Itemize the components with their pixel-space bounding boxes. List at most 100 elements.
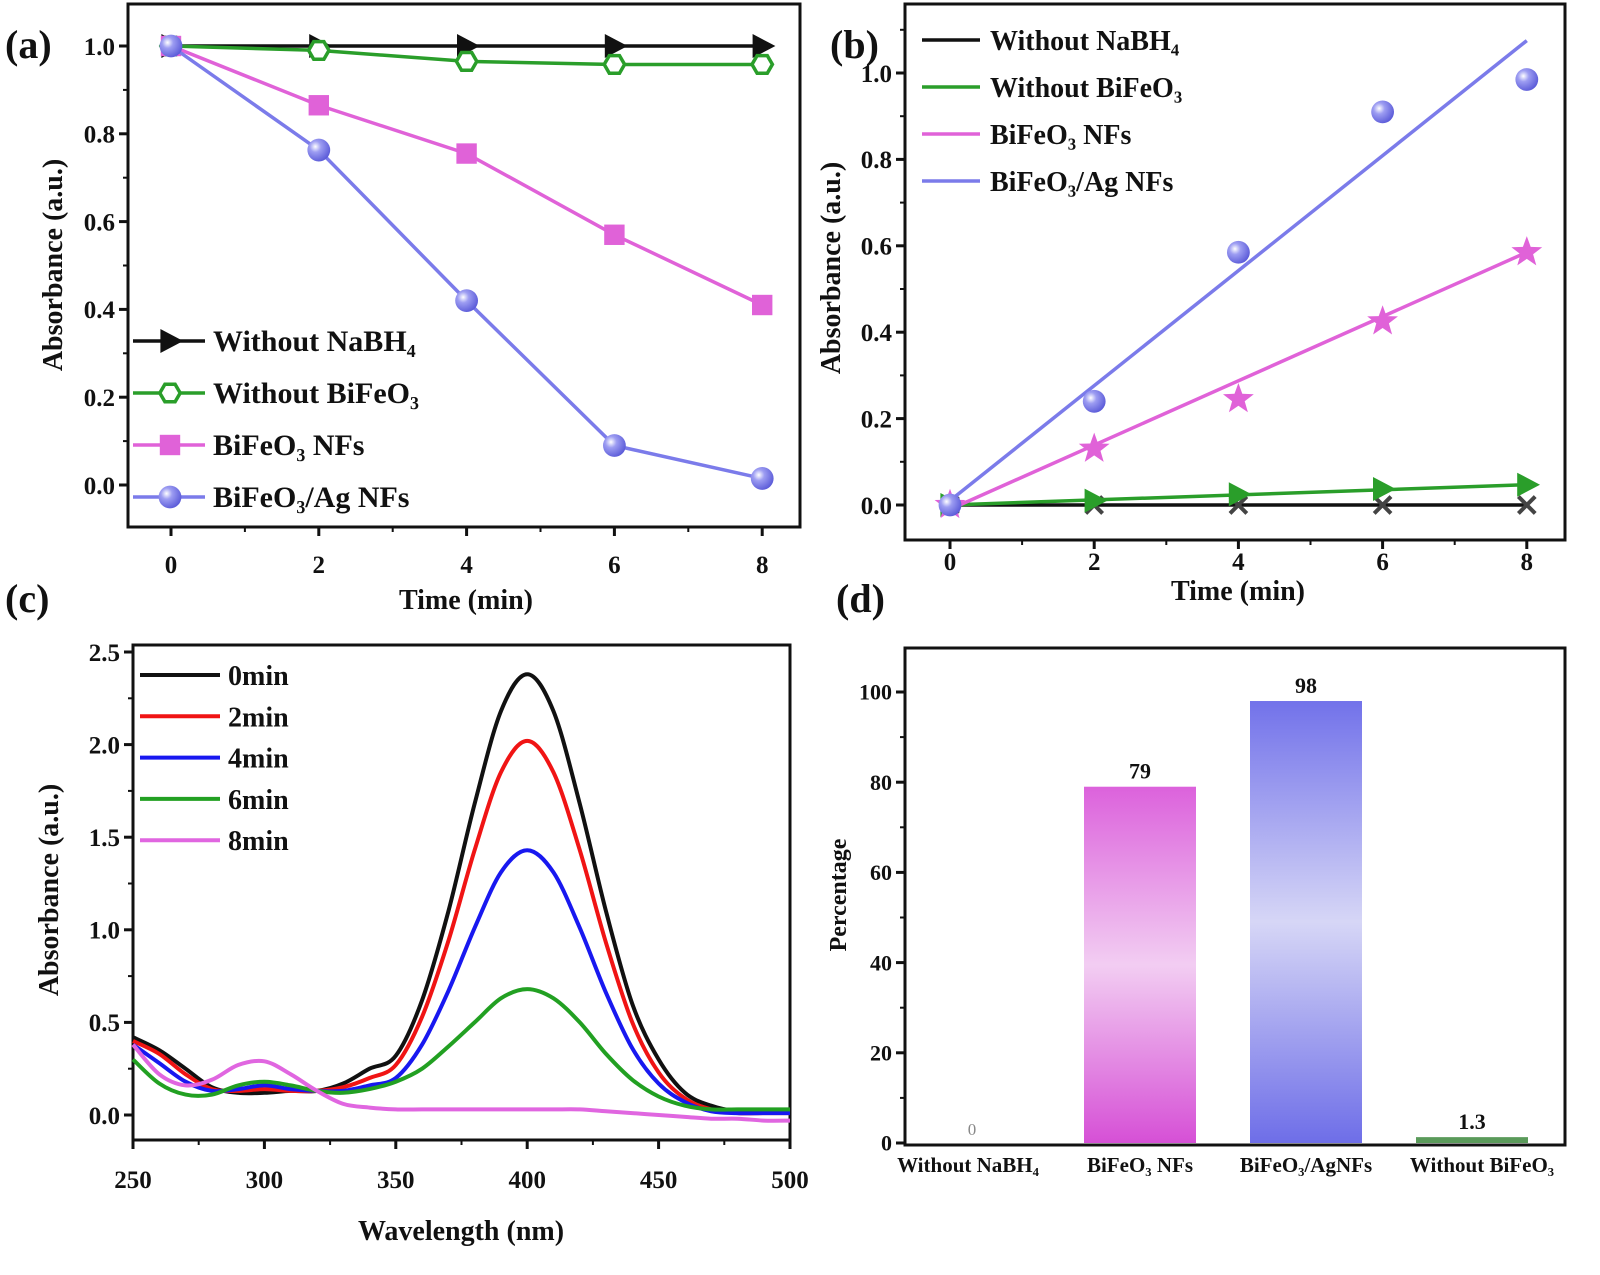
data-point (1082, 389, 1106, 413)
bar (1250, 701, 1362, 1143)
y-tick-label: 60 (870, 860, 892, 885)
y-axis-label: Absorbance (a.u.) (38, 159, 69, 371)
data-point (604, 34, 628, 58)
bar-group: 98 BiFeO₃/AgNFs (1240, 673, 1372, 1177)
y-tick-label: 100 (859, 680, 892, 705)
data-point (1371, 100, 1394, 124)
y-tick-label: 0.2 (84, 385, 115, 412)
legend-item: Without BiFeO₃ (922, 73, 1182, 104)
data-point (455, 289, 478, 313)
x-tick-label: 0 (944, 549, 957, 576)
x-tick-label: 6 (1376, 549, 1389, 576)
legend-label: Without NaBH₄ (990, 26, 1180, 57)
y-tick-label: 40 (870, 950, 892, 975)
legend-item: 8min (140, 826, 289, 857)
y-tick-label: 0.0 (84, 473, 115, 500)
bar-group: 0 Without NaBH₄ (897, 1120, 1040, 1177)
bar-value-label: 98 (1295, 673, 1317, 698)
data-point (1517, 472, 1540, 497)
fit-line (948, 39, 1528, 503)
legend-label: 0min (228, 661, 289, 692)
x-axis-label: Wavelength (nm) (358, 1216, 564, 1247)
fit-line (949, 250, 1528, 511)
data-point (454, 50, 479, 72)
data-point (1511, 236, 1543, 266)
data-point (1078, 432, 1110, 462)
legend-item: BiFeO₃ NFs (133, 429, 364, 462)
y-tick-label: 1.0 (861, 61, 892, 88)
x-tick-label: 400 (508, 1167, 546, 1194)
data-point (603, 434, 626, 457)
legend-label: BiFeO₃/Ag NFs (990, 167, 1173, 198)
panel-a: 0.0 0.2 0.4 0.6 0.8 1.0 0 2 4 6 8 (a) Time (min) Abso… (5, 2, 802, 616)
legend-label: 2min (228, 702, 289, 733)
y-axis-label: Absorbance (a.u.) (34, 784, 65, 996)
y-tick-label: 0.0 (89, 1103, 120, 1130)
data-point (749, 53, 775, 76)
bar (1416, 1137, 1528, 1143)
data-point (1515, 68, 1539, 91)
data-point (1084, 488, 1108, 513)
spectrum-2min (132, 738, 790, 1116)
legend-label: BiFeO₃ NFs (213, 429, 364, 462)
y-tick-label: 0.2 (861, 406, 892, 433)
y-tick-label: 0.6 (84, 209, 115, 236)
data-point (308, 95, 329, 116)
legend-label: 6min (228, 785, 289, 816)
bar-value-label: 79 (1129, 759, 1151, 784)
x-tick-label: 6 (608, 552, 621, 579)
data-point (456, 143, 477, 164)
legend-item: BiFeO₃ NFs (922, 120, 1131, 151)
legend-label: 4min (228, 744, 289, 775)
x-tick-label: 4 (1232, 549, 1245, 576)
x-tick-label: 300 (246, 1167, 284, 1194)
legend-item: BiFeO₃/Ag NFs (922, 167, 1173, 198)
bar-value-label: 0 (968, 1120, 977, 1139)
y-tick-label: 0.6 (861, 234, 892, 261)
data-point (159, 34, 183, 58)
panel-b: 0.0 0.2 0.4 0.6 0.8 1.0 0 2 4 6 8 (b) Time (min) Abso… (816, 2, 1567, 607)
x-tick-label: 500 (771, 1167, 809, 1194)
data-point (1228, 482, 1252, 507)
legend-item: BiFeO₃/Ag NFs (133, 481, 409, 514)
y-tick-label: 0.5 (89, 1010, 120, 1037)
x-tick-label: 250 (114, 1167, 152, 1194)
series-3 (938, 39, 1539, 517)
bar-group: 1.3 Without BiFeO₃ (1410, 1109, 1554, 1177)
spectrum-8min (131, 1043, 791, 1123)
data-point (750, 467, 774, 490)
y-tick-label: 0.4 (84, 297, 116, 324)
data-point (1227, 240, 1250, 264)
series-2 (160, 35, 773, 316)
panel-label: (d) (836, 576, 885, 621)
legend-item: 0min (140, 661, 289, 692)
plot-frame (903, 646, 1567, 1147)
data-point (1373, 477, 1396, 502)
data-point (1223, 383, 1254, 413)
x-tick-label: 350 (377, 1167, 415, 1194)
data-point (1372, 495, 1393, 515)
data-point (938, 493, 962, 517)
spectrum-6min (131, 987, 790, 1112)
x-tick-label: 450 (640, 1167, 678, 1194)
spectrum-0min (132, 672, 790, 1114)
y-tick-label: 1.0 (84, 34, 115, 61)
y-axis-label: Absorbance (a.u.) (816, 162, 847, 374)
y-tick-label: 20 (870, 1041, 892, 1066)
x-tick-label: 8 (756, 552, 769, 579)
legend-label: Without BiFeO₃ (213, 377, 419, 410)
legend-item: Without NaBH₄ (133, 325, 416, 358)
legend-label: BiFeO₃/Ag NFs (213, 481, 409, 514)
legend-marker (160, 329, 184, 353)
legend-item: Without BiFeO₃ (133, 377, 419, 410)
series-line (170, 44, 763, 307)
legend-label: BiFeO₃ NFs (990, 120, 1131, 151)
y-tick-label: 0.8 (861, 147, 892, 174)
y-tick-label: 0.0 (861, 493, 892, 520)
x-category-label: Without NaBH₄ (897, 1153, 1040, 1177)
legend-marker (157, 382, 183, 404)
x-tick-label: 2 (313, 552, 326, 579)
data-point (306, 39, 332, 61)
